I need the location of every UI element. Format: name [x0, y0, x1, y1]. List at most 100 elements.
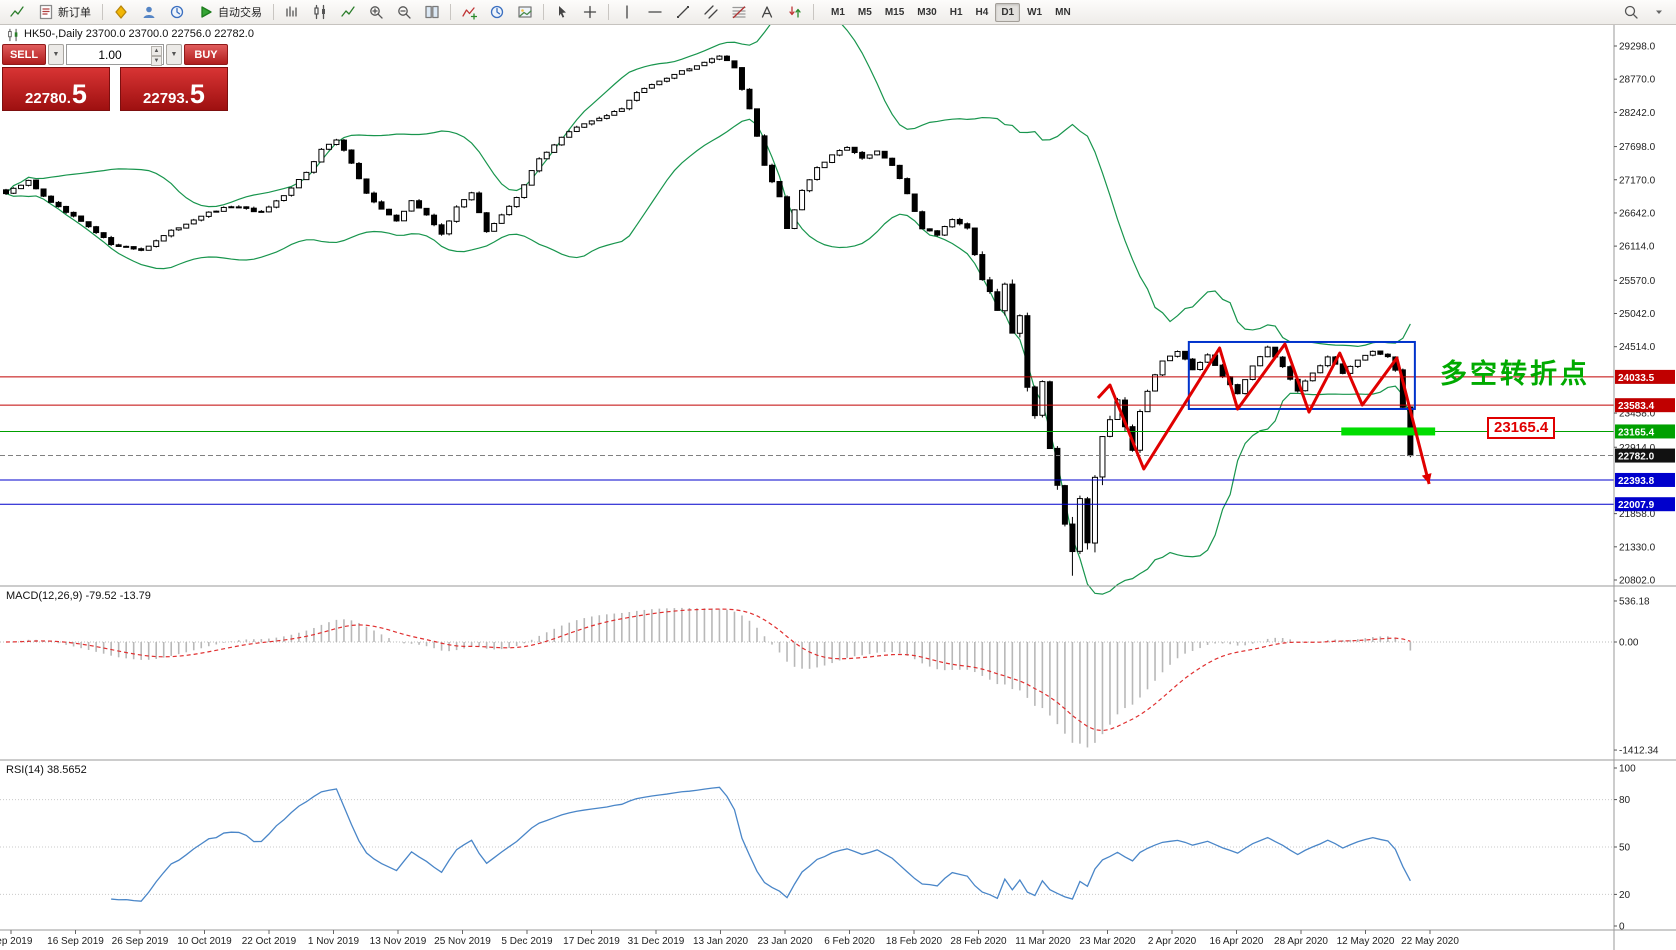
profile-button[interactable] [136, 1, 162, 23]
svg-text:22914.0: 22914.0 [1619, 443, 1656, 454]
timeframe-m1-button[interactable]: M1 [831, 6, 845, 18]
zoom-out-button[interactable] [391, 1, 417, 23]
svg-text:536.18: 536.18 [1619, 596, 1650, 607]
sell-price-base: 22780. [25, 90, 71, 107]
timeframe-d1-button[interactable]: D1 [995, 2, 1021, 22]
svg-text:25 Nov 2019: 25 Nov 2019 [434, 936, 491, 947]
svg-text:18 Feb 2020: 18 Feb 2020 [886, 936, 943, 947]
time-axis[interactable]: Sep 2019 16 Sep 2019 26 Sep 2019 10 Oct 201… [0, 930, 1459, 947]
marketwatch-button[interactable] [108, 1, 134, 23]
buy-button[interactable]: BUY [184, 44, 228, 65]
svg-text:24033.5: 24033.5 [1618, 373, 1655, 384]
svg-text:12 May 2020: 12 May 2020 [1337, 936, 1395, 947]
svg-text:21330.0: 21330.0 [1619, 542, 1656, 553]
svg-text:0.00: 0.00 [1619, 638, 1639, 649]
svg-text:100: 100 [1619, 764, 1636, 775]
vertical-line-icon [619, 4, 635, 20]
timeframe-m5-button[interactable]: M5 [857, 6, 872, 18]
crosshair-button[interactable] [577, 1, 603, 23]
svg-text:11 Mar 2020: 11 Mar 2020 [1015, 936, 1071, 947]
toolbar-separator [102, 4, 103, 20]
search-button[interactable] [1618, 1, 1644, 23]
toolbar-separator [608, 4, 609, 20]
periods-button[interactable] [484, 1, 510, 23]
trendline-button[interactable] [670, 1, 696, 23]
pane-separators [0, 24, 1676, 950]
svg-text:22782.0: 22782.0 [1618, 452, 1655, 463]
channel-button[interactable] [698, 1, 724, 23]
rsi-legend: RSI(14) 38.5652 [6, 764, 87, 776]
svg-text:28242.0: 28242.0 [1619, 108, 1656, 119]
svg-text:26 Sep 2019: 26 Sep 2019 [112, 936, 169, 947]
svg-text:28770.0: 28770.0 [1619, 75, 1656, 86]
sell-price-big-digit: 5 [71, 79, 87, 110]
volume-down-button[interactable]: ▼ [151, 56, 162, 66]
timeframe-w1-button[interactable]: W1 [1027, 6, 1043, 18]
arrows-button[interactable] [782, 1, 808, 23]
templates-button[interactable] [512, 1, 538, 23]
horizontal-line-button[interactable] [642, 1, 668, 23]
svg-text:5 Dec 2019: 5 Dec 2019 [501, 936, 553, 947]
vertical-line-button[interactable] [614, 1, 640, 23]
terminal-icon [169, 4, 185, 20]
rsi-line [111, 786, 1411, 902]
indicators-button[interactable] [456, 1, 482, 23]
sell-button[interactable]: SELL [2, 44, 46, 65]
svg-text:10 Oct 2019: 10 Oct 2019 [177, 936, 232, 947]
svg-text:17 Dec 2019: 17 Dec 2019 [563, 936, 620, 947]
autotrading-button[interactable]: 自动交易 [192, 1, 268, 23]
trendline-icon [675, 4, 691, 20]
svg-text:23 Jan 2020: 23 Jan 2020 [757, 936, 812, 947]
chart-symbol-icon [6, 28, 20, 47]
tile-windows-button[interactable] [419, 1, 445, 23]
volume-up-button[interactable]: ▲ [151, 46, 162, 56]
candlestick-chart-button[interactable] [307, 1, 333, 23]
svg-text:0: 0 [1619, 922, 1625, 933]
volume-input[interactable] [67, 46, 163, 63]
profile-icon [141, 4, 157, 20]
timeframe-m15-button[interactable]: M15 [884, 6, 905, 18]
timeframe-mn-button[interactable]: MN [1055, 6, 1071, 18]
bar-chart-button[interactable] [279, 1, 305, 23]
buy-price-big-digit: 5 [189, 79, 205, 110]
text-button[interactable] [754, 1, 780, 23]
timeframe-m30-button[interactable]: M30 [917, 6, 937, 18]
macd-signal-line [5, 608, 1411, 732]
timeframe-h1-button[interactable]: H1 [949, 6, 963, 18]
cursor-button[interactable] [549, 1, 575, 23]
svg-text:1 Nov 2019: 1 Nov 2019 [308, 936, 360, 947]
text-icon [759, 4, 775, 20]
trend-zigzag-arrow [1096, 342, 1431, 485]
svg-text:27698.0: 27698.0 [1619, 142, 1656, 153]
horizontal-line-icon [647, 4, 663, 20]
svg-text:26642.0: 26642.0 [1619, 208, 1656, 219]
new-order-button[interactable]: 新订单 [32, 1, 97, 23]
price-axis[interactable]: 29298.0 28770.0 28242.0 27698.0 27170.0 26642… [1614, 42, 1675, 933]
consolidation-box [1187, 340, 1416, 410]
new-order-button-label: 新订单 [58, 7, 91, 19]
autotrading-button-label: 自动交易 [218, 7, 262, 19]
zoom-in-button[interactable] [363, 1, 389, 23]
buy-options-caret[interactable]: ▼ [166, 44, 182, 65]
macd-legend: MACD(12,26,9) -79.52 -13.79 [6, 590, 151, 602]
toolbar-separator [543, 4, 544, 20]
fibonacci-button[interactable] [726, 1, 752, 23]
arrows-icon [787, 4, 803, 20]
rsi-pane [0, 786, 1614, 902]
terminal-button[interactable] [164, 1, 190, 23]
svg-text:31 Dec 2019: 31 Dec 2019 [628, 936, 685, 947]
svg-text:24514.0: 24514.0 [1619, 342, 1656, 353]
buy-price-button[interactable]: 22793. 5 [120, 67, 228, 111]
chevron-down-icon [1651, 4, 1667, 20]
sell-price-button[interactable]: 22780. 5 [2, 67, 110, 111]
search-dropdown-button[interactable] [1646, 1, 1672, 23]
line-chart-icon [340, 4, 356, 20]
svg-text:Sep 2019: Sep 2019 [0, 936, 33, 947]
chart-ohlc-legend: HK50-,Daily 23700.0 23700.0 22756.0 2278… [24, 28, 254, 40]
line-chart-button[interactable] [335, 1, 361, 23]
svg-text:80: 80 [1619, 795, 1631, 806]
timeframe-h4-button[interactable]: H4 [975, 6, 989, 18]
app-window-button[interactable] [4, 1, 30, 23]
sell-options-caret[interactable]: ▼ [48, 44, 64, 65]
